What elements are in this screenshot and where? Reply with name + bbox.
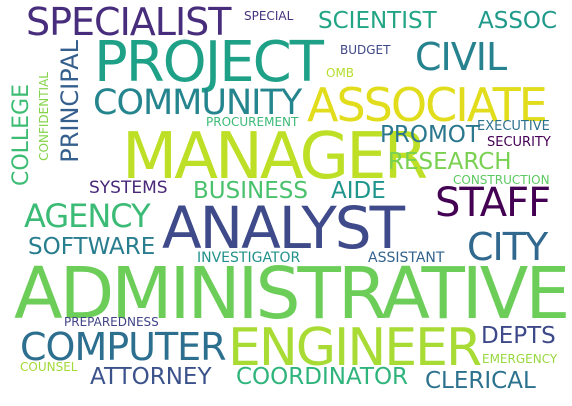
word-special: SPECIAL bbox=[244, 9, 294, 23]
word-engineer: ENGINEER bbox=[228, 318, 482, 378]
word-investigator: INVESTIGATOR bbox=[197, 250, 301, 266]
word-attorney: ATTORNEY bbox=[90, 364, 212, 390]
word-administrative: ADMINISTRATIVE bbox=[14, 252, 570, 335]
word-scientist: SCIENTIST bbox=[318, 8, 437, 34]
word-security: SECURITY bbox=[487, 135, 551, 150]
word-systems: SYSTEMS bbox=[89, 178, 168, 198]
word-confidential: CONFIDENTIAL bbox=[37, 72, 51, 161]
word-city: CITY bbox=[467, 225, 548, 269]
word-agency: AGENCY bbox=[24, 197, 151, 235]
word-project: PROJECT bbox=[94, 30, 324, 95]
word-preparedness: PREPAREDNESS bbox=[64, 315, 159, 329]
word-omb: OMB bbox=[326, 66, 355, 80]
word-coordinator: COORDINATOR bbox=[236, 364, 409, 390]
word-analyst: ANALYST bbox=[162, 194, 405, 262]
word-promot: PROMOT bbox=[380, 122, 480, 148]
word-construction: CONSTRUCTION bbox=[453, 173, 550, 187]
word-assistant: ASSISTANT bbox=[368, 250, 445, 266]
word-computer: COMPUTER bbox=[20, 325, 227, 369]
word-civil: CIVIL bbox=[415, 35, 507, 79]
word-counsel: COUNSEL bbox=[20, 360, 78, 374]
word-software: SOFTWARE bbox=[28, 234, 156, 260]
word-clerical: CLERICAL bbox=[425, 368, 536, 394]
word-specialist: SPECIALIST bbox=[26, 0, 231, 44]
word-emergency: EMERGENCY bbox=[482, 352, 558, 366]
word-aide: AIDE bbox=[331, 178, 386, 204]
word-budget: BUDGET bbox=[340, 43, 391, 57]
word-executive: EXECUTIVE bbox=[477, 119, 550, 134]
word-principal: PRINCIPAL bbox=[56, 40, 84, 163]
word-associate: ASSOCIATE bbox=[307, 78, 548, 132]
word-research: RESEARCH bbox=[388, 149, 512, 175]
word-business: BUSINESS bbox=[193, 178, 308, 204]
word-staff: STAFF bbox=[435, 180, 551, 226]
word-procurement: PROCUREMENT bbox=[206, 115, 299, 129]
word-manager: MANAGER bbox=[122, 120, 428, 194]
word-college: COLLEGE bbox=[9, 84, 34, 187]
word-community: COMMUNITY bbox=[93, 83, 302, 123]
word-depts: DEPTS bbox=[481, 323, 556, 349]
word-assoc: ASSOC bbox=[478, 8, 558, 34]
